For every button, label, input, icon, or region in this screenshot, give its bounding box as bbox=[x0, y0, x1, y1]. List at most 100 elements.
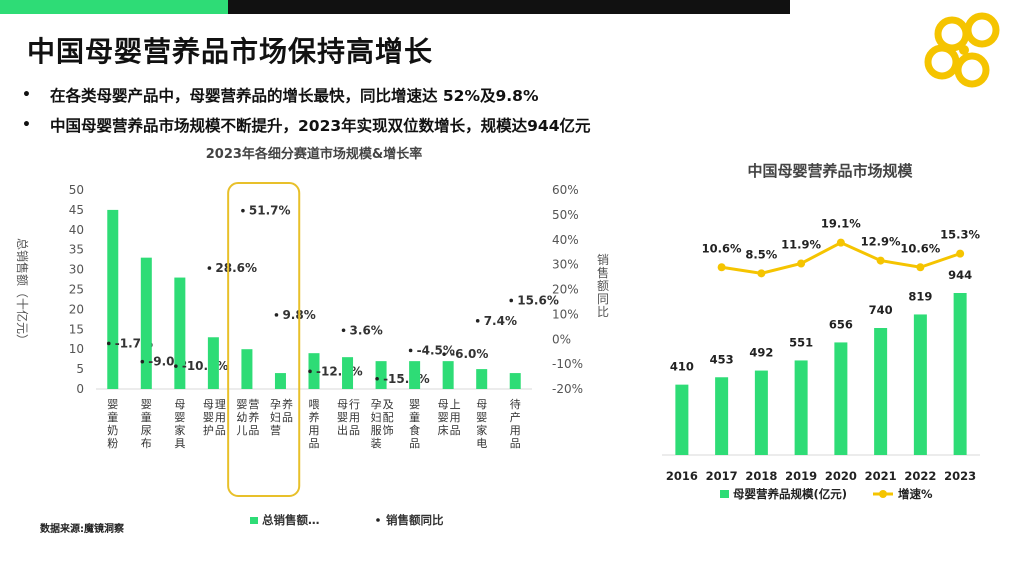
x-tick-char: 品 bbox=[215, 424, 226, 437]
legend-swatch-yoy bbox=[376, 518, 380, 522]
x-tick-char: 婴 bbox=[174, 411, 185, 424]
x-tick-char: 母 bbox=[476, 398, 487, 411]
x-tick-char: 妇 bbox=[371, 411, 382, 424]
yoy-point bbox=[408, 348, 413, 353]
x-tick-char: 品 bbox=[248, 424, 259, 437]
legend-swatch-growth-dot bbox=[879, 490, 887, 498]
x-tick-char: 配 bbox=[383, 411, 394, 424]
legend-label-yoy: 销售额同比 bbox=[386, 513, 444, 527]
bar-sales bbox=[274, 373, 286, 389]
x-tick-label: 2022 bbox=[904, 469, 936, 483]
bar-value-label: 551 bbox=[789, 335, 813, 349]
bar-sales bbox=[308, 353, 320, 389]
bullet-text: 在各类母婴产品中，母婴营养品的增长最快，同比增速达 52%及9.8% bbox=[50, 87, 539, 105]
legend-label-growth: 增速% bbox=[898, 487, 933, 501]
x-tick-char: 幼 bbox=[236, 411, 247, 424]
y-tick-label: 45 bbox=[69, 203, 84, 217]
x-tick-char: 营 bbox=[248, 397, 259, 411]
bar-market-size bbox=[794, 360, 808, 455]
x-tick-char: 装 bbox=[371, 437, 382, 450]
x-tick-char: 童 bbox=[409, 410, 420, 424]
x-tick-char: 品 bbox=[409, 437, 420, 450]
x-tick-char: 孕 bbox=[371, 398, 382, 411]
x-tick-char: 养 bbox=[309, 410, 320, 424]
x-tick-char: 尿 bbox=[141, 424, 152, 437]
x-tick-char: 用 bbox=[215, 411, 226, 424]
data-source: 数据来源:魔镜洞察 bbox=[40, 524, 124, 535]
x-tick-char: 用 bbox=[309, 424, 320, 437]
bar-sales bbox=[207, 337, 219, 389]
bar-value-label: 410 bbox=[670, 360, 694, 374]
x-tick-char: 品 bbox=[309, 437, 320, 450]
x-tick-char: 服 bbox=[371, 424, 382, 437]
yoy-point bbox=[140, 359, 145, 364]
bar-sales bbox=[140, 257, 152, 389]
y-tick-label: 50 bbox=[69, 183, 84, 197]
bar-value-label: 740 bbox=[869, 303, 893, 317]
y2-tick-label: -10% bbox=[552, 357, 583, 371]
top-accent-bar-green bbox=[0, 0, 228, 14]
bullet-mark: • bbox=[22, 117, 31, 133]
x-tick-char: 母 bbox=[438, 398, 449, 411]
yoy-point bbox=[207, 266, 212, 270]
y-tick-label: 0 bbox=[76, 382, 84, 396]
y-tick-label: 30 bbox=[69, 263, 84, 277]
y2-axis-label-char: 比 bbox=[597, 305, 609, 319]
bar-value-label: 944 bbox=[948, 268, 972, 282]
x-tick-char: 理 bbox=[215, 398, 226, 411]
yoy-point bbox=[442, 352, 446, 356]
bar-market-size bbox=[874, 328, 888, 455]
top-accent-bar-black bbox=[228, 0, 790, 14]
x-tick-char: 童 bbox=[141, 410, 152, 424]
bar-market-size bbox=[953, 293, 967, 455]
y-tick-label: 25 bbox=[69, 283, 84, 297]
growth-point bbox=[836, 238, 845, 247]
x-tick-label: 2021 bbox=[865, 469, 897, 483]
y2-tick-label: 0% bbox=[552, 332, 571, 346]
x-tick-char: 电 bbox=[476, 437, 487, 450]
x-tick-char: 护 bbox=[203, 423, 214, 437]
y2-axis-label-char: 额 bbox=[597, 279, 609, 293]
x-tick-char: 待 bbox=[510, 397, 521, 411]
x-tick-label: 2018 bbox=[745, 469, 777, 483]
growth-label: 11.9% bbox=[781, 237, 821, 251]
growth-label: 15.3% bbox=[940, 228, 980, 242]
growth-label: 10.6% bbox=[900, 241, 940, 255]
x-tick-label: 2019 bbox=[785, 469, 817, 483]
x-tick-label: 2020 bbox=[825, 469, 857, 483]
y2-tick-label: 40% bbox=[552, 233, 579, 247]
yoy-point bbox=[274, 313, 279, 317]
bullet-list: • 在各类母婴产品中，母婴营养品的增长最快，同比增速达 52%及9.8% • 中… bbox=[22, 80, 591, 140]
y-tick-label: 10 bbox=[69, 342, 84, 356]
x-tick-label: 2016 bbox=[666, 469, 698, 483]
y2-tick-label: 60% bbox=[552, 183, 579, 197]
bar-market-size bbox=[754, 370, 768, 455]
x-tick-label: 2023 bbox=[944, 469, 976, 483]
chart-title: 中国母婴营养品市场规模 bbox=[747, 162, 913, 180]
bar-market-size bbox=[834, 342, 848, 455]
x-tick-char: 用 bbox=[450, 411, 461, 424]
x-tick-char: 儿 bbox=[236, 424, 247, 437]
yoy-label: 7.4% bbox=[484, 314, 517, 328]
x-tick-char: 妇 bbox=[270, 411, 281, 424]
bullet-item: • 中国母婴营养品市场规模不断提升，2023年实现双位数增长，规模达944亿元 bbox=[22, 110, 591, 140]
growth-label: 8.5% bbox=[745, 247, 777, 261]
growth-label: 10.6% bbox=[702, 241, 742, 255]
y-tick-label: 5 bbox=[76, 362, 84, 376]
chart-title: 2023年各细分赛道市场规模&增长率 bbox=[206, 146, 423, 162]
yoy-label: 51.7% bbox=[249, 204, 291, 218]
x-tick-char: 行 bbox=[349, 398, 360, 411]
yoy-label: 3.6% bbox=[350, 323, 383, 337]
yoy-point bbox=[341, 328, 346, 333]
bar-sales bbox=[442, 361, 454, 389]
bullet-text: 中国母婴营养品市场规模不断提升，2023年实现双位数增长，规模达944亿元 bbox=[50, 117, 591, 135]
bar-value-label: 656 bbox=[829, 317, 853, 331]
yoy-point bbox=[174, 364, 178, 368]
